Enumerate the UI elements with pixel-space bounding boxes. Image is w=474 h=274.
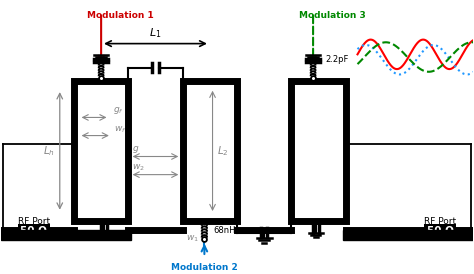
Bar [343, 230, 474, 240]
Bar [74, 81, 128, 221]
Text: RF Port: RF Port [18, 217, 50, 226]
Bar [292, 81, 346, 221]
Text: $w_f$: $w_f$ [114, 124, 127, 135]
Text: $w_2$: $w_2$ [132, 163, 145, 173]
Text: 50 Ω: 50 Ω [427, 226, 454, 236]
Text: $L_h$: $L_h$ [43, 144, 55, 158]
Text: $w_1$: $w_1$ [186, 233, 199, 244]
Text: $g$: $g$ [132, 144, 139, 155]
Text: $g_f$: $g_f$ [113, 105, 123, 116]
Text: $L_1$: $L_1$ [149, 26, 162, 39]
Text: Modulation 2: Modulation 2 [171, 263, 238, 272]
Bar [0, 230, 131, 240]
Text: Modulation 1: Modulation 1 [87, 12, 154, 21]
Text: 50 Ω: 50 Ω [20, 226, 47, 236]
Text: 68nH: 68nH [213, 226, 236, 235]
Text: $L_2$: $L_2$ [217, 144, 229, 158]
Text: $w_3$: $w_3$ [109, 233, 122, 244]
Text: Modulation 3: Modulation 3 [299, 12, 365, 21]
Text: 2.2pF: 2.2pF [325, 55, 348, 64]
Text: RF Port: RF Port [424, 217, 456, 226]
Bar [182, 81, 237, 221]
